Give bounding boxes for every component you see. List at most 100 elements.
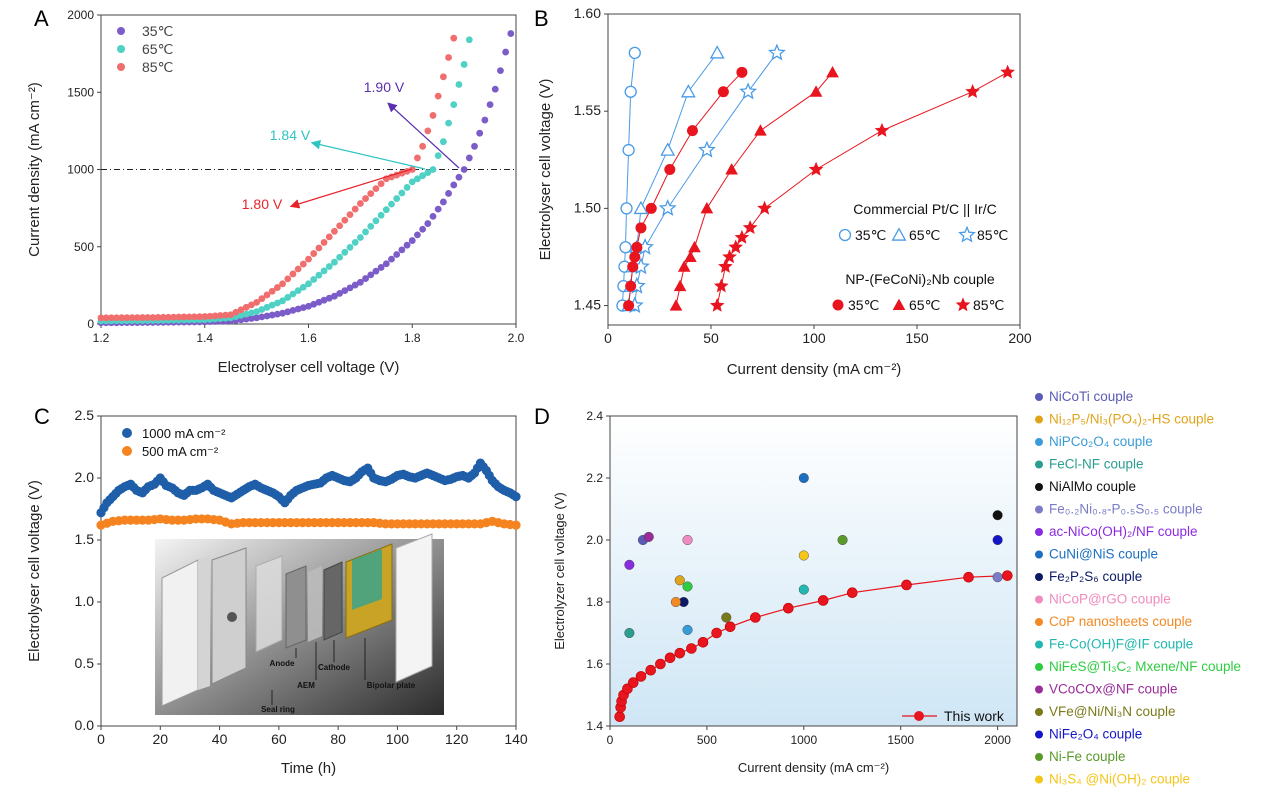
data-point: [677, 260, 691, 272]
x-tick-label: 100: [802, 330, 826, 346]
legend-marker: [1035, 415, 1043, 424]
y-tick-label: 1.8: [586, 595, 603, 609]
x-tick-label: 40: [212, 731, 228, 747]
data-point: [429, 112, 437, 119]
data-point: [253, 308, 261, 316]
data-point: [336, 253, 344, 261]
data-point: [718, 259, 733, 273]
y-tick-label: 2.5: [75, 407, 95, 423]
data-point: [734, 229, 750, 244]
reference-point: [670, 597, 681, 608]
data-point: [684, 250, 697, 263]
y-tick-label: 0.0: [75, 717, 95, 733]
data-point: [336, 222, 344, 230]
reference-point: [798, 584, 809, 595]
end-plate: [161, 559, 199, 707]
y-tick-label: 1.50: [574, 199, 601, 215]
legend-marker: [122, 446, 132, 456]
legend-marker: [1035, 775, 1043, 784]
data-point: [284, 294, 292, 301]
reference-point: [798, 550, 809, 561]
data-point: [393, 195, 401, 202]
end-plate-side: [198, 556, 210, 690]
panel-c-chart: 0 20 40 60 80 100 120 140 0.0 0.5 1.0 1.5 2.0 2.5 Time…: [26, 407, 528, 777]
data-point: [736, 66, 748, 78]
data-point: [196, 313, 203, 321]
data-point: [408, 178, 416, 186]
data-point: [273, 310, 281, 318]
legend-label: NiAlMo couple: [1049, 479, 1136, 494]
legend-label: NiFeS@Ti₃C₂ Mxene/NF couple: [1049, 659, 1241, 674]
data-point: [635, 222, 647, 234]
legend-marker: [1035, 573, 1043, 581]
data-point: [222, 311, 229, 319]
data-point: [299, 304, 307, 312]
this-work-point: [627, 677, 639, 688]
legend-marker: [1035, 483, 1043, 491]
data-point: [149, 314, 157, 321]
legend-marker: [1035, 393, 1043, 401]
data-point: [320, 296, 328, 304]
legend-marker: [1035, 753, 1043, 761]
data-point: [623, 300, 635, 312]
legend-label: Fe₂P₂S₆ couple: [1049, 569, 1142, 584]
data-point: [377, 264, 385, 271]
this-work-point: [697, 636, 709, 648]
data-point: [429, 212, 437, 220]
data-point: [263, 291, 271, 299]
data-point: [688, 240, 701, 253]
annotation-arrow: [289, 168, 413, 209]
this-work-point: [686, 643, 697, 654]
this-work-point: [655, 658, 666, 670]
data-point: [227, 311, 235, 319]
reference-point: [624, 559, 635, 570]
data-point: [625, 280, 637, 292]
legend-title: NP-(FeCoNi)₂Nb couple: [845, 271, 995, 287]
data-point: [248, 315, 255, 322]
legend-marker: [958, 225, 976, 243]
legend-marker: [117, 45, 125, 53]
reference-point: [624, 628, 635, 639]
y-tick-label: 0: [87, 317, 94, 331]
data-point: [414, 175, 421, 183]
data-point: [253, 314, 261, 322]
data-point: [273, 299, 281, 307]
legend-label: 35℃: [142, 23, 173, 39]
membrane-layer: [308, 566, 322, 642]
data-point: [356, 234, 364, 241]
y-axis-label: Current density (mA cm⁻²): [26, 82, 43, 257]
plot-frame: [100, 415, 517, 727]
reference-point: [721, 612, 732, 623]
data-point: [455, 81, 463, 88]
data-point: [242, 315, 250, 323]
data-point: [279, 280, 286, 288]
this-work-point: [783, 602, 794, 614]
data-point: [393, 251, 401, 258]
data-point: [471, 142, 478, 150]
panel-b-chart: 0 50 100 150 200 1.45 1.50 1.55 1.60 Current dens…: [537, 5, 1032, 378]
x-tick-label: 1.4: [196, 331, 213, 345]
this-work-point: [635, 671, 647, 682]
data-point: [351, 239, 359, 246]
data-point: [622, 143, 635, 157]
gasket: [255, 555, 283, 653]
legend-marker: [1035, 550, 1043, 559]
data-point: [279, 309, 286, 317]
data-point: [232, 308, 240, 316]
data-point: [408, 237, 416, 244]
data-point: [331, 292, 338, 300]
y-tick-label: 1.45: [574, 297, 601, 313]
legend-label: 500 mA cm⁻²: [142, 444, 219, 459]
data-point: [414, 231, 421, 239]
y-axis-label: Electrolyser cell voltage (V): [26, 480, 43, 662]
data-point: [144, 314, 152, 321]
data-point: [808, 161, 824, 176]
data-point: [424, 220, 432, 227]
data-point: [315, 244, 323, 252]
legend-label: Ni₁₂P₅/Ni₃(PO₄)₂-HS couple: [1049, 412, 1214, 427]
y-tick-label: 1500: [67, 85, 94, 99]
annotation-label: 1.90 V: [364, 79, 405, 95]
data-point: [372, 267, 380, 275]
data-point: [356, 200, 364, 207]
data-point: [809, 85, 823, 97]
